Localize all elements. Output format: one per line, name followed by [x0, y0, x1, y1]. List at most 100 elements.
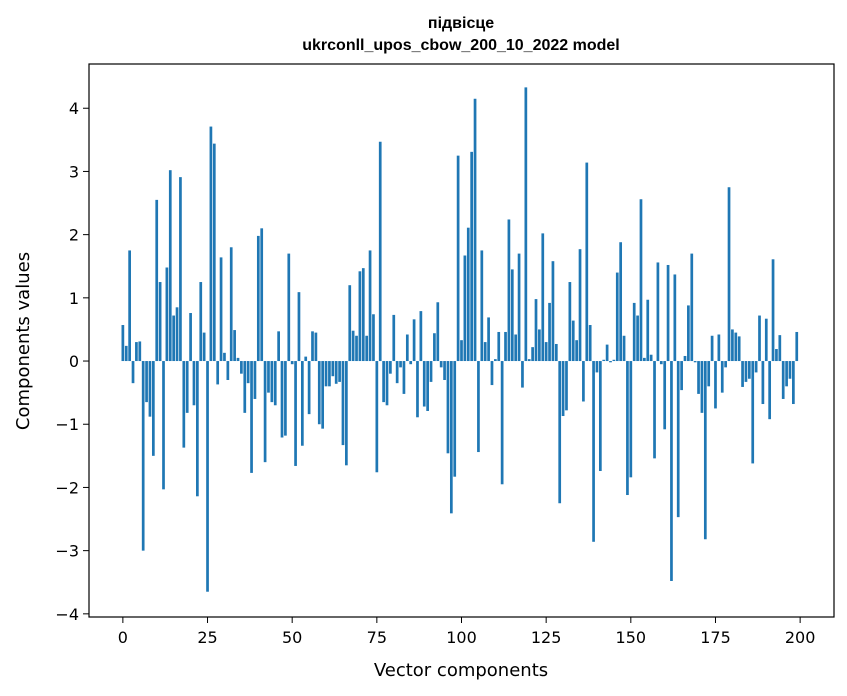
- bar-78: [385, 361, 389, 406]
- bar-131: [565, 361, 568, 411]
- bar-24: [202, 332, 206, 362]
- bar-30: [223, 352, 226, 362]
- bar-68: [351, 330, 355, 362]
- bar-53: [300, 361, 304, 446]
- bar-22: [196, 361, 199, 497]
- y-tick-label: 2: [69, 226, 79, 245]
- bar-71: [361, 268, 365, 362]
- bar-146: [615, 272, 619, 362]
- bar-45: [273, 361, 277, 406]
- bar-126: [548, 302, 551, 362]
- bar-70: [358, 271, 362, 362]
- bar-193: [775, 349, 778, 362]
- x-tick-label: 75: [367, 628, 387, 647]
- bar-7: [145, 361, 148, 403]
- bar-175: [714, 361, 717, 409]
- bar-118: [521, 361, 524, 388]
- bar-47: [280, 361, 284, 438]
- bar-155: [646, 299, 650, 362]
- bar-93: [436, 302, 440, 362]
- bar-88: [419, 311, 423, 362]
- bar-89: [422, 361, 426, 407]
- y-tick-label: −1: [55, 415, 79, 434]
- bar-138: [588, 325, 592, 362]
- bar-129: [558, 361, 562, 504]
- bar-95: [443, 361, 446, 380]
- bar-139: [592, 361, 595, 542]
- bar-49: [287, 253, 291, 362]
- bar-18: [182, 361, 186, 448]
- bar-116: [514, 334, 518, 362]
- bar-147: [619, 242, 623, 362]
- bar-178: [724, 361, 727, 368]
- bar-107: [483, 342, 487, 362]
- bar-33: [233, 330, 236, 362]
- bar-105: [477, 361, 480, 453]
- x-tick-label: 100: [446, 628, 477, 647]
- x-tick-label: 150: [616, 628, 647, 647]
- bar-87: [416, 361, 419, 418]
- bar-99: [456, 155, 460, 362]
- bar-162: [670, 361, 673, 581]
- bar-185: [747, 361, 751, 379]
- bar-85: [409, 361, 413, 365]
- bar-46: [277, 331, 280, 362]
- bar-133: [571, 320, 575, 362]
- bar-184: [744, 361, 748, 382]
- bar-67: [348, 285, 352, 362]
- bar-64: [338, 361, 341, 382]
- bar-169: [693, 361, 697, 363]
- bar-101: [463, 255, 467, 362]
- bar-79: [389, 361, 392, 374]
- bar-94: [439, 361, 443, 368]
- bar-106: [480, 250, 484, 362]
- bar-62: [331, 361, 335, 377]
- y-tick-label: 4: [69, 99, 79, 118]
- bar-113: [504, 331, 507, 362]
- bar-198: [792, 361, 795, 405]
- bar-36: [243, 361, 247, 413]
- bar-196: [785, 361, 788, 387]
- bar-17: [179, 177, 182, 362]
- bar-76: [378, 141, 382, 362]
- bar-3: [131, 361, 135, 384]
- bar-25: [206, 361, 209, 592]
- bar-151: [632, 302, 636, 362]
- bar-156: [649, 354, 653, 362]
- bar-141: [598, 361, 602, 472]
- bar-157: [653, 361, 656, 459]
- y-tick-label: −4: [55, 605, 79, 624]
- bar-35: [240, 361, 243, 374]
- bar-66: [345, 361, 348, 466]
- bar-37: [246, 361, 250, 384]
- bar-63: [334, 361, 338, 384]
- bar-163: [673, 274, 677, 362]
- bars-group: [121, 87, 799, 592]
- bar-54: [304, 356, 308, 362]
- bar-41: [260, 228, 264, 362]
- bar-43: [267, 361, 270, 393]
- bar-134: [575, 340, 578, 362]
- bar-61: [328, 361, 331, 387]
- bar-82: [399, 361, 402, 368]
- bar-60: [324, 361, 328, 387]
- bar-123: [538, 329, 541, 362]
- bar-158: [656, 262, 660, 362]
- bar-86: [412, 319, 416, 362]
- bar-144: [609, 361, 612, 363]
- bar-137: [585, 162, 589, 362]
- bar-119: [524, 87, 528, 362]
- x-axis-label: Vector components: [374, 660, 548, 681]
- bar-188: [758, 315, 761, 362]
- bar-50: [290, 361, 294, 365]
- bar-8: [148, 361, 152, 417]
- bar-110: [494, 359, 497, 362]
- bar-81: [395, 361, 399, 384]
- bar-55: [307, 361, 311, 415]
- bar-6: [141, 361, 145, 551]
- bar-128: [554, 343, 558, 362]
- bar-112: [500, 361, 504, 485]
- bar-40: [256, 235, 260, 362]
- bar-15: [172, 315, 176, 362]
